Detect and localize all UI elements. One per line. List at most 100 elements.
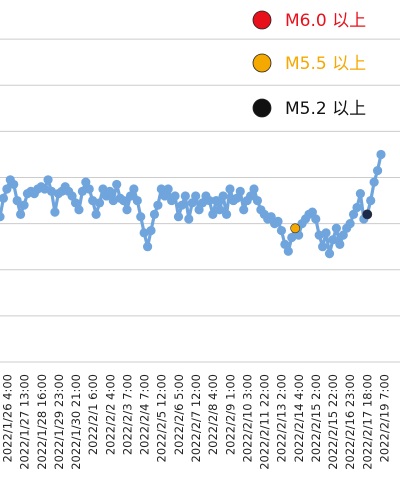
data-point (160, 191, 170, 201)
x-tick-label: 2022/2/11 22:00 (258, 374, 272, 470)
x-axis-ticks: 2022/1/26 4:00 2022/1/27 13:00 2022/1/28 1… (1, 374, 392, 470)
x-tick-label: 2022/2/5 12:00 (155, 374, 169, 462)
x-tick-label: 2022/2/3 7:00 (120, 374, 134, 455)
data-point (81, 177, 91, 187)
x-tick-label: 2022/2/17 18:00 (360, 374, 374, 470)
data-point (366, 195, 376, 206)
x-tick-label: 2022/2/16 23:00 (343, 374, 357, 470)
x-tick-label: 2022/2/15 22:00 (326, 374, 340, 470)
data-point (91, 209, 101, 219)
data-point (0, 193, 9, 203)
legend: M6.0 以上 M5.5 以上 M5.2 以上 (244, 4, 400, 124)
data-point (105, 186, 115, 196)
data-point (125, 191, 136, 201)
data-point (338, 230, 348, 240)
data-point (276, 225, 287, 236)
data-point (74, 205, 84, 215)
data-point (280, 239, 290, 249)
data-point (318, 242, 328, 252)
data-point (15, 209, 26, 219)
data-point (324, 249, 335, 259)
data-point (345, 219, 355, 229)
data-point (225, 184, 235, 194)
data-point (187, 198, 197, 208)
x-tick-label: 2022/1/27 13:00 (18, 374, 32, 470)
data-point (218, 191, 228, 201)
data-point (321, 228, 331, 238)
data-point (204, 195, 214, 206)
legend-marker (252, 10, 272, 30)
legend-marker (252, 98, 272, 118)
x-tick-label: 2022/2/8 4:00 (206, 374, 220, 455)
data-point (352, 202, 362, 213)
x-tick-label: 2022/2/14 4:00 (292, 374, 306, 462)
x-tick-label: 2022/2/10 3:00 (240, 374, 254, 462)
x-tick-label: 2022/2/15 2:00 (309, 374, 323, 462)
data-point (177, 200, 187, 210)
x-tick-label: 2022/2/2 4:00 (103, 374, 117, 455)
data-point (184, 214, 194, 224)
data-point (252, 195, 263, 206)
gridlines (0, 38, 400, 363)
data-point (331, 223, 341, 233)
data-point (136, 212, 146, 222)
data-point (307, 207, 317, 217)
data-point (0, 212, 5, 222)
data-point (328, 235, 338, 245)
legend-label: M5.2 以上 (285, 99, 366, 119)
data-point (70, 198, 81, 208)
data-point (94, 198, 105, 208)
x-tick-label: 2022/2/7 12:00 (189, 374, 203, 462)
data-point (211, 195, 221, 206)
data-point-m55 (290, 223, 301, 234)
x-tick-label: 2022/2/4 7:00 (138, 374, 152, 455)
data-point (153, 200, 163, 210)
data-point (170, 191, 180, 201)
series-line (0, 149, 386, 259)
data-point (283, 246, 293, 256)
data-point (132, 195, 142, 206)
data-point (43, 175, 53, 185)
data-point (12, 195, 22, 206)
data-point (122, 205, 132, 215)
data-point (266, 212, 276, 222)
x-tick-label: 2022/1/30 21:00 (69, 374, 83, 470)
x-tick-label: 2022/2/9 1:00 (223, 374, 237, 455)
data-point (215, 205, 225, 215)
x-tick-label: 2022/2/6 5:00 (172, 374, 186, 455)
data-point (19, 200, 29, 210)
data-point (50, 207, 60, 217)
data-point (311, 214, 321, 224)
x-tick-label: 2022/1/29 23:00 (52, 374, 66, 470)
data-point (376, 149, 386, 160)
data-point (369, 177, 379, 187)
data-point (129, 184, 139, 194)
data-point (191, 191, 201, 201)
data-point (180, 191, 190, 201)
data-point (146, 225, 156, 236)
x-tick-label: 2022/1/26 4:00 (1, 374, 15, 462)
data-point (221, 209, 232, 219)
data-point (335, 239, 345, 249)
legend-label: M6.0 以上 (285, 11, 366, 31)
data-point (235, 186, 245, 196)
data-point (355, 189, 366, 199)
data-point (232, 193, 242, 203)
data-point (67, 191, 77, 201)
data-point (273, 216, 283, 226)
data-point (194, 205, 204, 215)
data-point (239, 205, 249, 215)
data-point (156, 184, 166, 194)
data-point-m52 (362, 209, 373, 220)
data-point (348, 209, 359, 219)
x-tick-label: 2022/2/19 7:00 (378, 374, 392, 462)
legend-label: M5.5 以上 (285, 54, 366, 74)
data-point (84, 184, 94, 194)
data-point (2, 184, 12, 194)
data-point (208, 209, 218, 219)
data-point (245, 191, 256, 201)
data-point (163, 184, 173, 194)
data-point (112, 179, 122, 190)
data-point (118, 195, 129, 206)
data-point (249, 184, 259, 194)
